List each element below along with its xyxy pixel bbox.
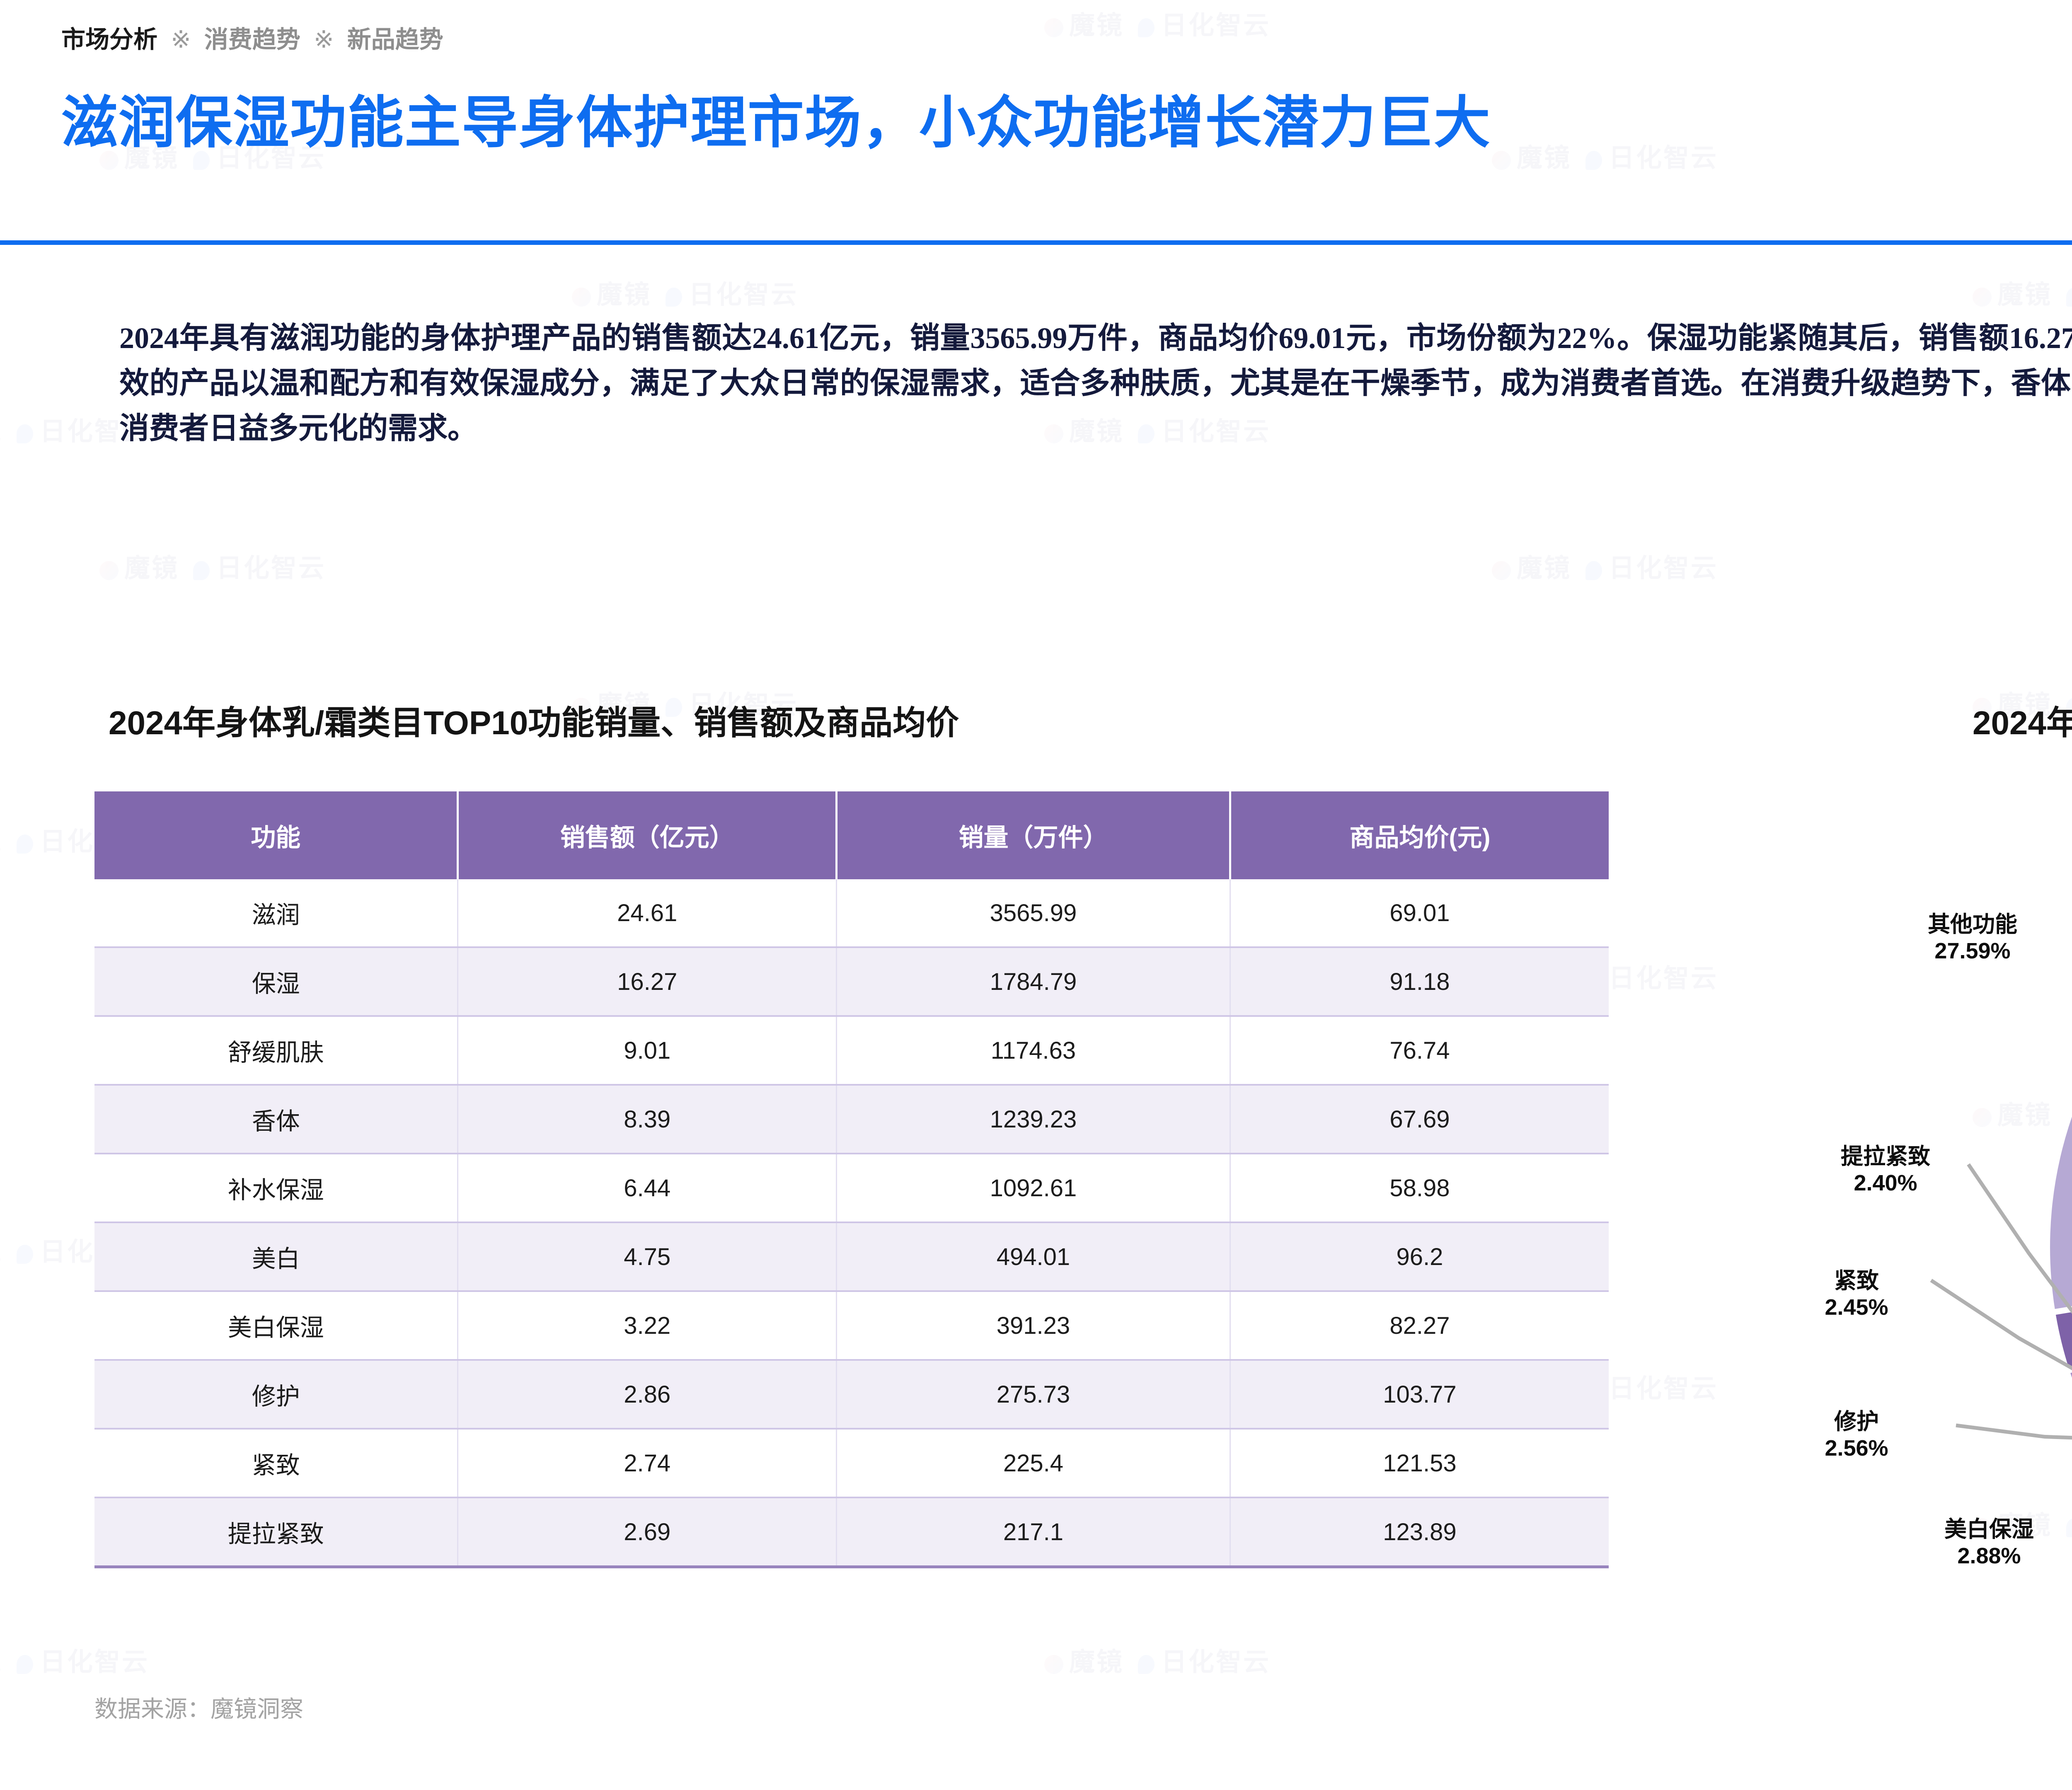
- pie-slice-label-value: 2.40%: [1854, 1170, 1917, 1195]
- cell-average-price: 76.74: [1230, 1016, 1609, 1086]
- cell-sales-volume: 494.01: [836, 1222, 1231, 1292]
- cell-average-price: 96.2: [1230, 1222, 1609, 1292]
- table-section-title: 2024年身体乳/霜类目TOP10功能销量、销售额及商品均价: [109, 704, 959, 741]
- cell-function: 补水保湿: [94, 1154, 459, 1223]
- table-row: 提拉紧致 2.69 217.1 123.89: [94, 1497, 1609, 1568]
- cell-average-price: 69.01: [1230, 879, 1609, 948]
- table-row: 美白保湿 3.22 391.23 82.27: [94, 1291, 1609, 1361]
- breadcrumb-item-consumption-trend[interactable]: 消费趋势: [204, 26, 300, 53]
- summary-paragraph: 2024年具有滋润功能的身体护理产品的销售额达24.61亿元，销量3565.99…: [119, 322, 2072, 445]
- cell-function: 保湿: [94, 947, 459, 1017]
- pie-slice-label: 修护 2.56%: [1825, 1409, 1888, 1461]
- pie-slice-label-value: 2.45%: [1825, 1294, 1888, 1320]
- data-source-note: 数据来源：魔镜洞察: [94, 1696, 303, 1722]
- pie-slice-label-name: 紧致: [1834, 1268, 1879, 1293]
- cell-sales-amount: 24.61: [457, 879, 837, 948]
- pie-svg: [1930, 845, 2072, 1440]
- cell-sales-amount: 2.86: [457, 1360, 837, 1430]
- column-header-average-price: 商品均价(元): [1230, 791, 1609, 879]
- cell-average-price: 103.77: [1230, 1360, 1609, 1430]
- cell-average-price: 67.69: [1230, 1085, 1609, 1154]
- cell-function: 舒缓肌肤: [94, 1016, 459, 1086]
- cell-average-price: 121.53: [1230, 1429, 1609, 1498]
- cell-sales-volume: 225.4: [836, 1429, 1231, 1498]
- market-share-pie-chart: 滋润22.00%保湿14.55%舒缓肌肤8.06%香体7.50%补水保湿5.76…: [1641, 779, 2072, 1740]
- cell-sales-volume: 3565.99: [836, 879, 1231, 948]
- column-header-sales-volume: 销量（万件）: [836, 791, 1231, 879]
- pie-section-title: 2024年身体乳/霜类目功能市场份额: [1973, 704, 2072, 741]
- cell-sales-amount: 2.74: [457, 1429, 837, 1498]
- cell-sales-volume: 275.73: [836, 1360, 1231, 1430]
- breadcrumb-item-market-analysis[interactable]: 市场分析: [61, 26, 158, 53]
- cell-sales-amount: 8.39: [457, 1085, 837, 1154]
- table-row: 舒缓肌肤 9.01 1174.63 76.74: [94, 1016, 1609, 1086]
- pie-slice-label-name: 提拉紧致: [1841, 1144, 1930, 1169]
- table-row: 香体 8.39 1239.23 67.69: [94, 1085, 1609, 1154]
- pie-slice-label-name: 修护: [1834, 1409, 1879, 1434]
- column-header-function: 功能: [94, 791, 459, 879]
- pie-slice-label-name: 美白保湿: [1944, 1517, 2034, 1542]
- cell-function: 提拉紧致: [94, 1497, 459, 1568]
- cell-sales-volume: 1092.61: [836, 1154, 1231, 1223]
- pie-slice-label: 紧致 2.45%: [1825, 1268, 1888, 1321]
- cell-average-price: 82.27: [1230, 1291, 1609, 1361]
- pie-leader-line: [1930, 1279, 2072, 1371]
- breadcrumb-separator-icon: ※: [314, 26, 334, 53]
- table-row: 紧致 2.74 225.4 121.53: [94, 1429, 1609, 1498]
- pie-slice-label: 其他功能 27.59%: [1928, 912, 2017, 964]
- cell-function: 滋润: [94, 879, 459, 948]
- table-header-row: 功能 销售额（亿元） 销量（万件） 商品均价(元): [94, 791, 1609, 879]
- cell-function: 美白保湿: [94, 1291, 459, 1361]
- pie-slice[interactable]: [2044, 845, 2072, 1316]
- pie-leader-line: [1956, 1423, 2072, 1440]
- cell-function: 紧致: [94, 1429, 459, 1498]
- table-row: 保湿 16.27 1784.79 91.18: [94, 947, 1609, 1017]
- cell-function: 香体: [94, 1085, 459, 1154]
- cell-sales-amount: 2.69: [457, 1497, 837, 1568]
- top10-function-table: 功能 销售额（亿元） 销量（万件） 商品均价(元) 滋润 24.61 3565.99…: [94, 791, 1609, 1568]
- breadcrumb-separator-icon: ※: [171, 26, 191, 53]
- table-row: 修护 2.86 275.73 103.77: [94, 1360, 1609, 1430]
- cell-function: 修护: [94, 1360, 459, 1430]
- pie-slice-label-value: 2.56%: [1825, 1435, 1888, 1461]
- cell-sales-volume: 1174.63: [836, 1016, 1231, 1086]
- pie-slice-label-value: 27.59%: [1934, 938, 2011, 963]
- cell-average-price: 91.18: [1230, 947, 1609, 1017]
- table-row: 美白 4.75 494.01 96.2: [94, 1222, 1609, 1292]
- cell-average-price: 58.98: [1230, 1154, 1609, 1223]
- cell-function: 美白: [94, 1222, 459, 1292]
- cell-sales-volume: 1784.79: [836, 947, 1231, 1017]
- cell-sales-volume: 217.1: [836, 1497, 1231, 1568]
- cell-sales-volume: 1239.23: [836, 1085, 1231, 1154]
- pie-leader-line: [1967, 1163, 2072, 1314]
- cell-sales-amount: 4.75: [457, 1222, 837, 1292]
- column-header-sales-amount: 销售额（亿元）: [457, 791, 838, 879]
- table-row: 补水保湿 6.44 1092.61 58.98: [94, 1154, 1609, 1223]
- cell-sales-amount: 9.01: [457, 1016, 837, 1086]
- cell-sales-amount: 6.44: [457, 1154, 837, 1223]
- breadcrumb-item-new-product-trend[interactable]: 新品趋势: [347, 26, 443, 53]
- pie-slice-label: 提拉紧致 2.40%: [1841, 1144, 1930, 1196]
- cell-sales-volume: 391.23: [836, 1291, 1231, 1361]
- page-title: 滋润保湿功能主导身体护理市场，小众功能增长潜力巨大: [61, 91, 1491, 154]
- cell-sales-amount: 16.27: [457, 947, 837, 1017]
- cell-sales-amount: 3.22: [457, 1291, 837, 1361]
- header-divider: [0, 240, 2072, 245]
- breadcrumb: 市场分析 ※ 消费趋势 ※ 新品趋势: [61, 20, 443, 55]
- pie-slice-label: 美白保湿 2.88%: [1944, 1517, 2034, 1569]
- table-row: 滋润 24.61 3565.99 69.01: [94, 879, 1609, 948]
- pie-slice-label-value: 2.88%: [1957, 1543, 2021, 1568]
- pie-slice-label-name: 其他功能: [1928, 912, 2017, 937]
- cell-average-price: 123.89: [1230, 1497, 1609, 1568]
